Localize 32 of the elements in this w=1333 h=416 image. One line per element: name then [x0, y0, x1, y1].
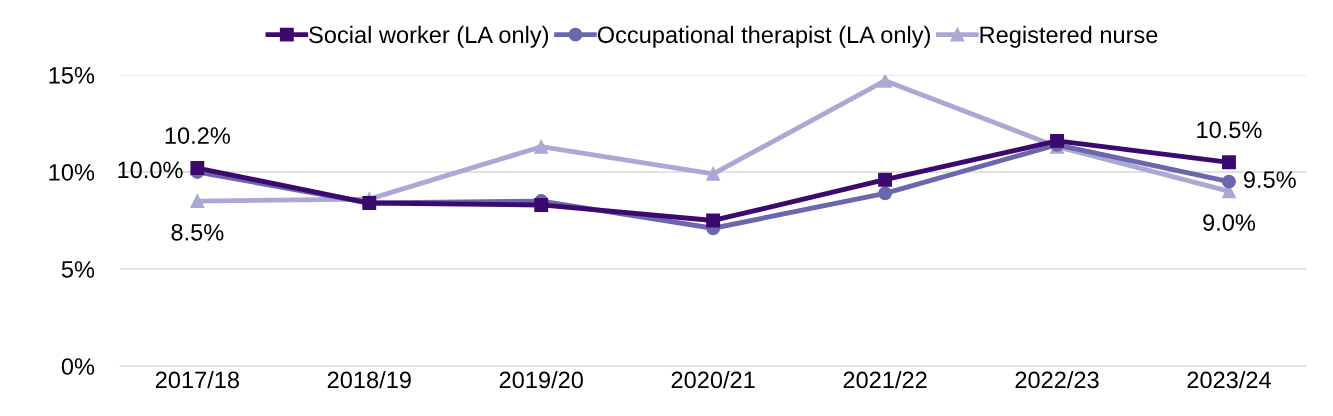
- data-label: 10.0%: [118, 161, 183, 179]
- data-label: 10.5%: [1197, 121, 1262, 139]
- point: [706, 213, 721, 228]
- point: [878, 186, 893, 201]
- x-tick-label: 2023/24: [1187, 370, 1271, 389]
- y-tick-label: 0%: [61, 358, 95, 375]
- data-label: 10.2%: [165, 127, 230, 144]
- x-tick-label: 2019/20: [499, 370, 583, 389]
- data-label: 9.5%: [1243, 171, 1296, 188]
- x-tick-label: 2022/23: [1015, 370, 1099, 389]
- x-tick-label: 2017/18: [155, 370, 239, 389]
- x-tick-label: 2020/21: [671, 370, 755, 389]
- data-label: 9.0%: [1203, 214, 1256, 231]
- y-tick-label: 10%: [49, 164, 95, 181]
- point: [706, 166, 721, 181]
- y-tick-label: 5%: [61, 261, 95, 278]
- legend-label: Registered nurse: [980, 25, 1158, 48]
- point: [190, 161, 205, 176]
- point: [190, 194, 205, 209]
- point: [1222, 174, 1236, 189]
- y-tick-label: 15%: [49, 67, 95, 84]
- point: [534, 139, 549, 154]
- x-tick-label: 2021/22: [843, 370, 927, 389]
- legend-label: Social worker (LA only): [309, 25, 549, 48]
- point: [534, 198, 549, 212]
- data-label: 8.5%: [171, 223, 224, 241]
- point: [878, 74, 893, 88]
- point: [1222, 155, 1236, 170]
- x-tick-label: 2018/19: [327, 370, 411, 389]
- legend-label: Occupational therapist (LA only): [597, 25, 930, 48]
- point: [878, 172, 893, 187]
- point: [1050, 133, 1064, 148]
